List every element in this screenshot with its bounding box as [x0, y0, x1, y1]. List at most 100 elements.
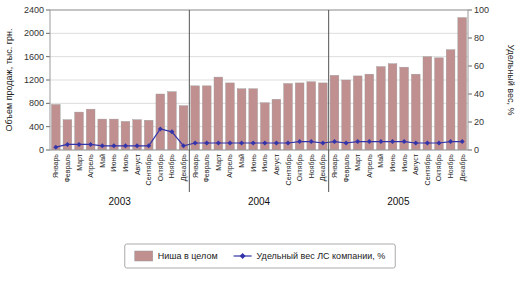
x-tick-label: Февраль	[203, 154, 211, 183]
legend-marker	[240, 253, 246, 259]
x-tick-label: Август	[273, 153, 281, 175]
x-tick-label: Январь	[192, 154, 200, 178]
marker	[100, 143, 105, 148]
x-tick-label: Ноябрь	[308, 154, 316, 179]
bar	[388, 64, 397, 150]
bar	[156, 94, 165, 150]
y-tick-label: 1200	[24, 75, 44, 85]
x-tick-label: Ноябрь	[168, 154, 176, 179]
bar	[51, 105, 60, 151]
year-label: 2004	[248, 196, 271, 207]
bar	[400, 67, 409, 150]
marker	[53, 145, 58, 150]
marker	[65, 142, 70, 147]
bar	[458, 18, 467, 150]
legend-label: Удельный вес ЛС компании, %	[257, 251, 386, 261]
marker	[344, 141, 349, 146]
y2-tick-label: 40	[474, 89, 484, 99]
marker	[227, 141, 232, 146]
y2-tick-label: 100	[474, 5, 489, 15]
marker	[460, 139, 465, 144]
marker	[251, 141, 256, 146]
y-tick-label: 2400	[24, 5, 44, 15]
legend-frame	[125, 244, 395, 268]
y2-tick-label: 60	[474, 61, 484, 71]
year-separator	[328, 10, 329, 192]
marker	[286, 141, 291, 146]
bar	[377, 67, 386, 150]
y-tick-label: 0	[39, 145, 44, 155]
marker	[413, 141, 418, 146]
x-tick-label: Август	[134, 153, 142, 175]
marker	[239, 141, 244, 146]
marker	[402, 139, 407, 144]
y2-tick	[468, 150, 472, 151]
x-tick-label: Март	[76, 153, 84, 171]
bar	[272, 99, 281, 150]
x-tick-label: Октябрь	[296, 154, 304, 181]
x-tick-label: Сентябрь	[285, 154, 293, 186]
x-tick-label: Декабрь	[459, 154, 467, 182]
marker	[332, 139, 337, 144]
bar	[214, 77, 223, 150]
bar	[330, 75, 339, 150]
marker	[216, 141, 221, 146]
marker	[123, 143, 128, 148]
x-tick-label: Декабрь	[319, 154, 327, 182]
y-tick-label: 1600	[24, 52, 44, 62]
marker	[181, 143, 186, 148]
marker	[111, 143, 116, 148]
x-tick-label: Октябрь	[157, 154, 165, 181]
y2-tick	[468, 10, 472, 11]
bar	[435, 58, 444, 150]
plot-frame	[50, 10, 468, 150]
marker	[436, 141, 441, 146]
year-separator	[189, 10, 190, 192]
x-tick-label: Июль	[261, 154, 268, 172]
legend: Ниша в целом Удельный вес ЛС компании, %	[125, 244, 395, 268]
bar	[411, 74, 420, 150]
x-tick-label: Март	[354, 153, 362, 171]
x-tick-label: Январь	[331, 154, 339, 178]
y-tick	[46, 126, 50, 127]
line	[56, 129, 462, 147]
marker	[193, 141, 198, 146]
y-tick	[46, 150, 50, 151]
x-tick-label: Декабрь	[180, 154, 188, 182]
y-axis-label: Объем продаж, тыс. грн.	[4, 29, 14, 132]
bar	[284, 84, 293, 151]
marker	[448, 139, 453, 144]
grid-line	[50, 56, 468, 57]
x-tick-label: Февраль	[343, 154, 351, 183]
marker	[378, 139, 383, 144]
marker	[320, 141, 325, 146]
marker	[390, 139, 395, 144]
bar	[168, 92, 177, 150]
marker	[425, 141, 430, 146]
bar	[365, 74, 374, 150]
legend-label: Ниша в целом	[158, 251, 218, 261]
bar	[342, 80, 351, 150]
marker	[297, 139, 302, 144]
marker	[204, 141, 209, 146]
x-tick-label: Апрель	[226, 154, 234, 178]
marker	[169, 129, 174, 134]
x-tick-label: Август	[412, 153, 420, 175]
marker	[355, 139, 360, 144]
x-tick-label: Май	[377, 154, 384, 168]
x-tick-label: Июнь	[110, 154, 117, 172]
x-tick-label: Сентябрь	[145, 154, 153, 186]
bar	[353, 76, 362, 150]
marker	[158, 127, 163, 132]
x-tick-label: Январь	[52, 154, 60, 178]
plot-data	[51, 18, 466, 150]
marker	[135, 143, 140, 148]
marker	[262, 141, 267, 146]
x-tick-label: Июнь	[389, 154, 396, 172]
marker	[367, 139, 372, 144]
x-tick-label: Октябрь	[435, 154, 443, 181]
y-tick-label: 2000	[24, 28, 44, 38]
x-tick-label: Сентябрь	[424, 154, 432, 186]
x-tick-label: Апрель	[366, 154, 374, 178]
legend-swatch	[135, 251, 153, 261]
